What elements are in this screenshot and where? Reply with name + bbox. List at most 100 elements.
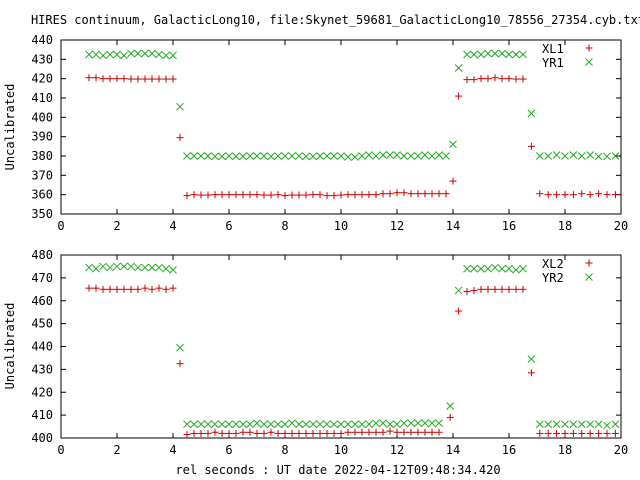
data-point xyxy=(603,152,611,161)
data-point xyxy=(421,419,429,427)
data-point xyxy=(561,152,569,160)
data-point xyxy=(611,152,620,160)
data-point xyxy=(302,429,310,437)
y-tick-label: 410 xyxy=(31,91,53,105)
data-point xyxy=(337,191,345,199)
data-point xyxy=(288,429,296,437)
data-point xyxy=(351,191,359,199)
data-point xyxy=(127,262,135,271)
x-tick-label: 0 xyxy=(57,443,64,457)
data-point xyxy=(372,152,380,160)
data-point xyxy=(169,75,177,83)
y-tick-label: 390 xyxy=(31,130,53,144)
data-point xyxy=(400,189,408,197)
data-point xyxy=(595,429,603,437)
bottom-y-axis-label: Uncalibrated xyxy=(3,303,17,390)
data-point xyxy=(267,428,275,436)
data-point xyxy=(85,74,93,82)
data-point xyxy=(316,429,324,437)
legend-label-yr1: YR1 xyxy=(542,56,564,70)
data-point xyxy=(372,191,380,199)
series-xl1 xyxy=(85,74,619,200)
data-point xyxy=(225,429,233,437)
data-point xyxy=(204,152,212,160)
data-point xyxy=(99,285,107,293)
data-point xyxy=(561,429,569,437)
x-tick-label: 18 xyxy=(558,219,572,233)
data-point xyxy=(141,284,149,292)
data-point xyxy=(544,152,553,160)
data-point xyxy=(463,288,471,296)
data-point xyxy=(407,152,415,160)
x-tick-label: 0 xyxy=(57,219,64,233)
data-point xyxy=(211,191,219,199)
data-point xyxy=(577,420,586,429)
y-tick-label: 400 xyxy=(31,431,53,445)
data-point xyxy=(176,134,184,142)
data-point xyxy=(544,191,552,199)
data-point xyxy=(225,152,233,160)
data-point xyxy=(197,152,205,160)
data-point xyxy=(455,307,463,315)
data-point xyxy=(455,92,463,100)
x-tick-label: 14 xyxy=(446,219,460,233)
x-tick-label: 6 xyxy=(225,219,232,233)
data-point xyxy=(544,420,553,429)
data-point xyxy=(594,420,603,429)
data-point xyxy=(446,402,455,410)
x-tick-label: 12 xyxy=(390,443,404,457)
data-point xyxy=(120,51,128,60)
data-point xyxy=(519,264,527,273)
data-point xyxy=(527,369,535,377)
data-point xyxy=(393,189,401,197)
data-point xyxy=(288,191,296,199)
data-point xyxy=(544,429,552,437)
data-point xyxy=(239,152,247,161)
data-point xyxy=(477,50,485,59)
data-point xyxy=(421,151,429,159)
data-point xyxy=(239,428,247,436)
data-point xyxy=(435,428,443,436)
data-point xyxy=(106,285,114,293)
data-point xyxy=(204,420,212,429)
data-point xyxy=(586,429,594,437)
data-point xyxy=(113,285,121,293)
data-point xyxy=(446,413,454,421)
data-point xyxy=(535,152,544,160)
y-tick-label: 460 xyxy=(31,294,53,308)
data-point xyxy=(127,75,135,83)
data-point xyxy=(512,75,520,83)
data-point xyxy=(512,266,520,274)
data-point xyxy=(232,420,240,429)
data-point xyxy=(218,152,226,161)
data-point xyxy=(527,109,536,118)
data-point xyxy=(386,427,394,435)
x-tick-label: 4 xyxy=(169,219,176,233)
data-point xyxy=(232,429,240,437)
data-point xyxy=(323,192,331,200)
data-point xyxy=(183,152,191,160)
top-panel: Uncalibrated XL1 YR1 0 2 4 6 8 10 12 14 16 18 20 35… xyxy=(3,33,628,233)
legend-label-xl1: XL1 xyxy=(542,42,564,56)
data-point xyxy=(372,428,380,436)
data-point xyxy=(393,428,401,436)
series-yr2 xyxy=(85,262,620,430)
data-point xyxy=(92,50,100,59)
data-point xyxy=(603,191,611,199)
legend-label-yr2: YR2 xyxy=(542,271,564,285)
data-point xyxy=(169,266,177,274)
legend-marker-yr1 xyxy=(585,58,593,66)
x-tick-label: 18 xyxy=(558,443,572,457)
data-point xyxy=(162,51,170,60)
data-point xyxy=(106,50,114,59)
data-point xyxy=(491,285,499,293)
top-plot-frame xyxy=(60,39,622,215)
data-point xyxy=(442,152,450,160)
data-point xyxy=(295,429,303,437)
data-point xyxy=(393,151,401,159)
data-point xyxy=(463,264,471,273)
data-point xyxy=(267,152,275,161)
data-point xyxy=(330,192,338,200)
data-point xyxy=(295,191,303,199)
data-point xyxy=(309,191,317,199)
